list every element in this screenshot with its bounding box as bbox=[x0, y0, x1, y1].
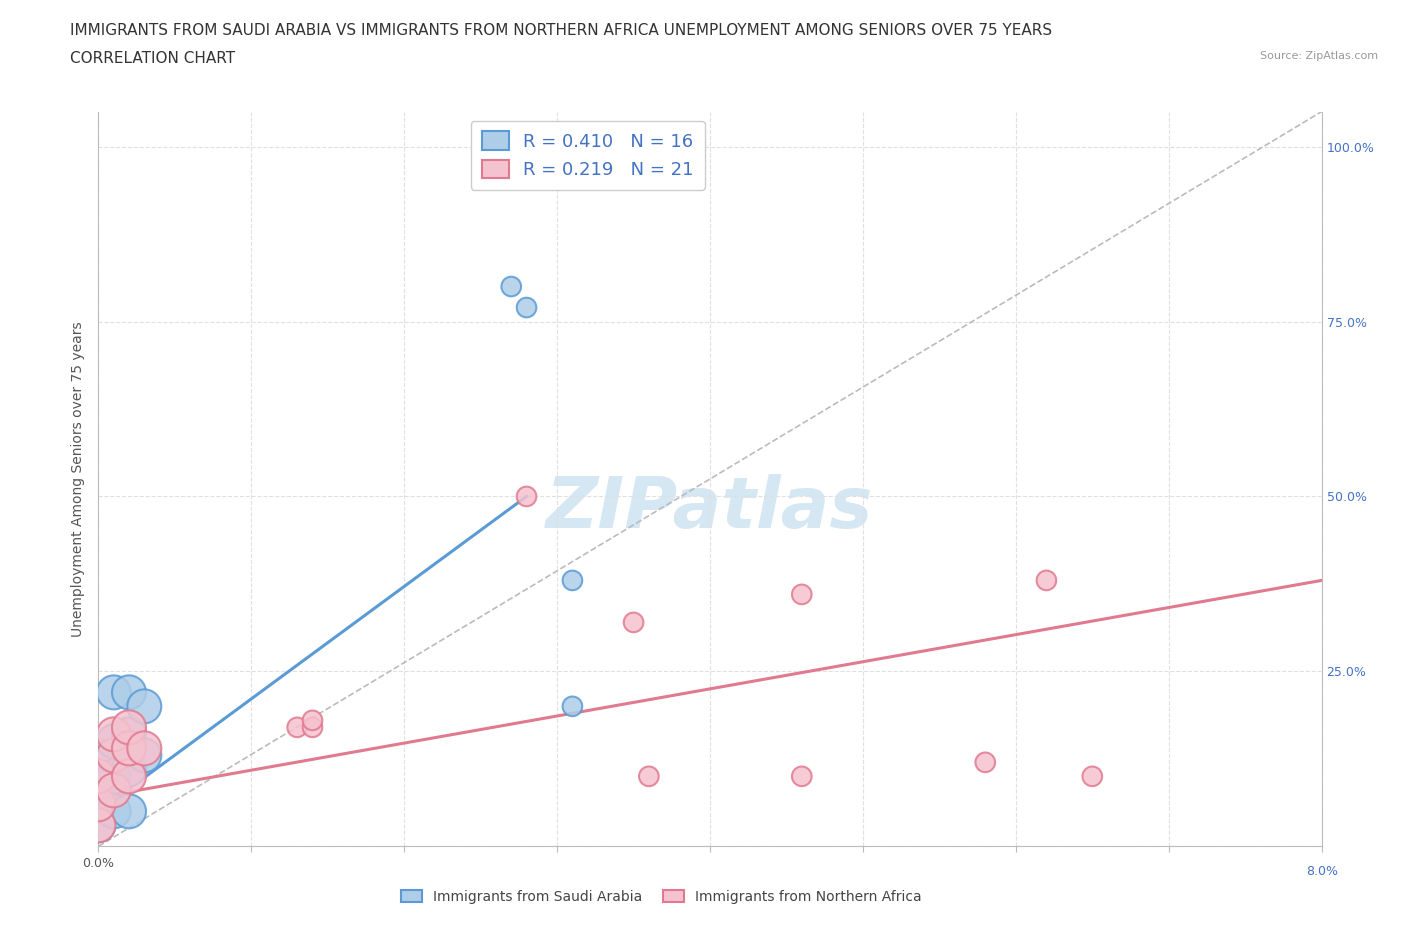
Point bbox=[103, 727, 125, 742]
Point bbox=[118, 720, 141, 735]
Text: 8.0%: 8.0% bbox=[1306, 865, 1337, 878]
Point bbox=[87, 790, 110, 804]
Point bbox=[87, 817, 110, 832]
Point bbox=[118, 804, 141, 818]
Point bbox=[623, 615, 645, 630]
Point bbox=[301, 713, 323, 728]
Point bbox=[301, 720, 323, 735]
Point bbox=[790, 769, 813, 784]
Point bbox=[134, 741, 156, 756]
Point bbox=[561, 699, 583, 714]
Point bbox=[516, 300, 538, 315]
Point bbox=[87, 817, 110, 832]
Point bbox=[103, 684, 125, 699]
Text: CORRELATION CHART: CORRELATION CHART bbox=[70, 51, 235, 66]
Point bbox=[561, 573, 583, 588]
Point bbox=[285, 720, 308, 735]
Point bbox=[87, 748, 110, 763]
Point bbox=[103, 804, 125, 818]
Point bbox=[118, 684, 141, 699]
Point bbox=[1081, 769, 1104, 784]
Point bbox=[1035, 573, 1057, 588]
Point bbox=[134, 699, 156, 714]
Point bbox=[118, 762, 141, 777]
Point bbox=[87, 769, 110, 784]
Point bbox=[103, 748, 125, 763]
Point bbox=[134, 748, 156, 763]
Point bbox=[501, 279, 523, 294]
Point bbox=[103, 734, 125, 749]
Point bbox=[516, 489, 538, 504]
Y-axis label: Unemployment Among Seniors over 75 years: Unemployment Among Seniors over 75 years bbox=[72, 321, 86, 637]
Point bbox=[103, 769, 125, 784]
Point bbox=[637, 769, 661, 784]
Point bbox=[87, 797, 110, 812]
Point bbox=[118, 769, 141, 784]
Point bbox=[103, 783, 125, 798]
Text: ZIPatlas: ZIPatlas bbox=[547, 474, 873, 543]
Point bbox=[118, 727, 141, 742]
Text: IMMIGRANTS FROM SAUDI ARABIA VS IMMIGRANTS FROM NORTHERN AFRICA UNEMPLOYMENT AMO: IMMIGRANTS FROM SAUDI ARABIA VS IMMIGRAN… bbox=[70, 23, 1053, 38]
Point bbox=[790, 587, 813, 602]
Point bbox=[118, 741, 141, 756]
Text: Source: ZipAtlas.com: Source: ZipAtlas.com bbox=[1260, 51, 1378, 61]
Legend: Immigrants from Saudi Arabia, Immigrants from Northern Africa: Immigrants from Saudi Arabia, Immigrants… bbox=[395, 884, 927, 910]
Point bbox=[974, 755, 997, 770]
